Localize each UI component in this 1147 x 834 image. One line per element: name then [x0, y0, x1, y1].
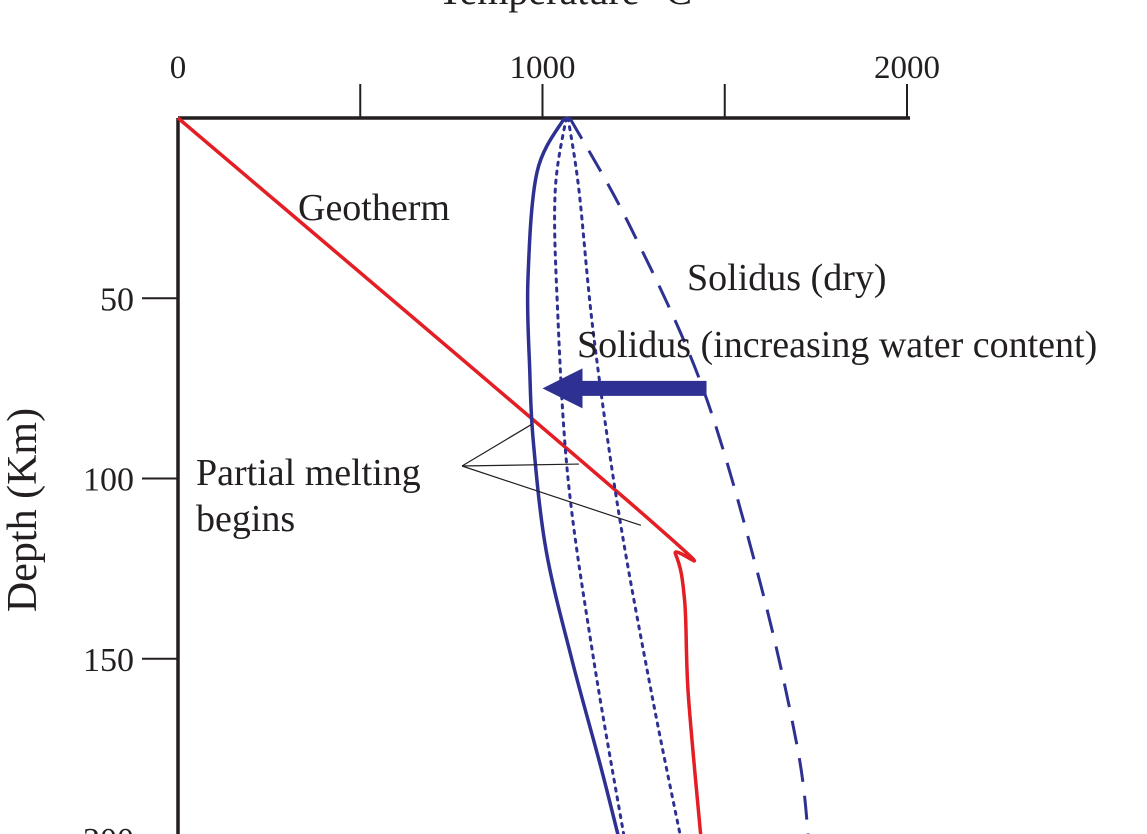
y-axis-title: Depth (Km) — [0, 408, 46, 612]
series-line-5-dashed — [568, 117, 810, 834]
series-line-3-dotted — [553, 116, 626, 834]
label-solidus-dry: Solidus (dry) — [687, 257, 887, 299]
melting-leader-line — [461, 463, 579, 467]
x-tick-label: 1000 — [510, 50, 576, 86]
x-axis-title: Temperature °C — [438, 0, 692, 13]
label-partial-melting: Partial melting — [196, 452, 421, 494]
water-content-arrow-head — [542, 368, 583, 409]
label-solidus-wet: Solidus (increasing water content) — [577, 324, 1097, 366]
series-line-2-solid — [525, 117, 620, 834]
melting-leader-line — [461, 465, 642, 526]
melting-leader-line — [461, 423, 532, 467]
x-tick-label: 0 — [170, 50, 187, 86]
x-tick-label: 2000 — [874, 50, 940, 86]
y-tick-label: 200 — [83, 822, 134, 834]
label-partial-melting-begins: begins — [196, 498, 295, 540]
series-line-4-dotted — [566, 116, 682, 834]
label-geotherm: Geotherm — [298, 187, 450, 229]
y-tick-label: 150 — [83, 642, 134, 679]
y-tick-label: 100 — [83, 462, 134, 499]
series-line-1-solid — [176, 116, 703, 834]
y-tick-label: 50 — [100, 281, 134, 318]
